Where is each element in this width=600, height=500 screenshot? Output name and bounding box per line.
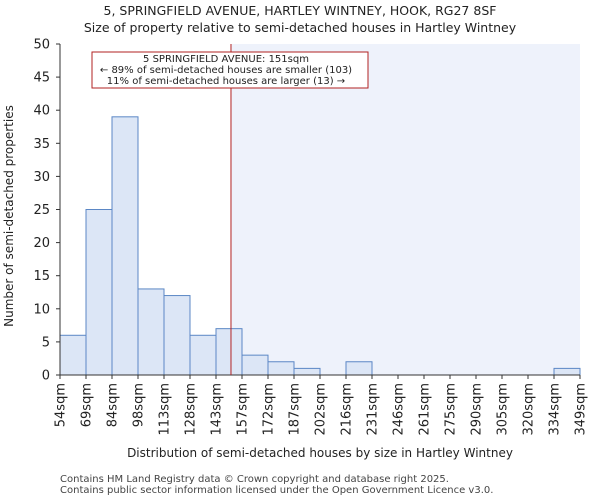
x-tick-label: 305sqm <box>496 383 511 436</box>
x-tick-label: 187sqm <box>288 383 303 436</box>
x-tick-label: 290sqm <box>470 383 485 436</box>
x-tick-label: 113sqm <box>158 383 173 436</box>
x-tick-label: 69sqm <box>80 383 95 427</box>
x-tick-label: 202sqm <box>314 383 329 436</box>
histogram-bar <box>241 354 269 376</box>
x-tick-label: 98sqm <box>132 383 147 427</box>
x-tick-label: 231sqm <box>366 383 381 436</box>
x-tick-label: 157sqm <box>236 383 251 436</box>
histogram-bar <box>553 367 581 376</box>
x-tick-label: 143sqm <box>210 383 225 436</box>
annotation-line: 11% of semi-detached houses are larger (… <box>107 76 345 87</box>
histogram-bar <box>293 367 321 376</box>
chart-title: 5, SPRINGFIELD AVENUE, HARTLEY WINTNEY, … <box>103 3 497 18</box>
annotation-box <box>91 51 369 89</box>
x-tick-label: 320sqm <box>522 383 537 436</box>
histogram-bar <box>85 209 113 376</box>
x-tick-label: 84sqm <box>106 383 121 427</box>
chart-subtitle: Size of property relative to semi-detach… <box>83 20 517 35</box>
x-tick-label: 216sqm <box>340 383 355 436</box>
y-tick-label: 45 <box>33 71 50 86</box>
x-tick-label: 128sqm <box>184 383 199 436</box>
histogram-bar <box>137 288 165 376</box>
y-tick-label: 25 <box>33 203 50 218</box>
y-axis-label: Number of semi-detached properties <box>2 105 16 327</box>
x-tick-label: 275sqm <box>444 383 459 436</box>
y-tick-label: 15 <box>33 269 50 284</box>
histogram-bar <box>189 334 217 376</box>
y-tick-label: 30 <box>33 170 50 185</box>
x-tick-label: 172sqm <box>262 383 277 436</box>
footer-attribution-2: Contains public sector information licen… <box>60 485 494 496</box>
x-tick-label: 261sqm <box>418 383 433 436</box>
y-tick-label: 10 <box>33 302 50 317</box>
x-axis-label: Distribution of semi-detached houses by … <box>127 446 513 460</box>
x-tick-label: 246sqm <box>392 383 407 436</box>
histogram-bar <box>59 334 87 376</box>
histogram-bar <box>345 361 373 376</box>
histogram-chart: 0 5 10 15 20 25 30 35 40 45 50 54sqm 69sqm 84sqm 98sqm… <box>2 38 589 461</box>
y-tick-label: 5 <box>42 335 50 350</box>
x-tick-label: 54sqm <box>54 383 69 427</box>
y-tick-label: 35 <box>33 137 50 152</box>
footer-attribution-1: Contains HM Land Registry data © Crown c… <box>60 474 449 485</box>
histogram-bar <box>215 328 243 376</box>
y-tick-label: 50 <box>33 38 50 53</box>
annotation-line: ← 89% of semi-detached houses are smalle… <box>100 65 352 76</box>
histogram-bar <box>111 116 139 376</box>
y-tick-label: 40 <box>33 104 50 119</box>
y-tick-label: 20 <box>33 236 50 251</box>
histogram-bar <box>267 361 295 376</box>
x-tick-label: 349sqm <box>574 383 589 436</box>
x-tick-label: 334sqm <box>548 383 563 436</box>
annotation-line: 5 SPRINGFIELD AVENUE: 151sqm <box>143 54 309 65</box>
y-tick-label: 0 <box>42 369 50 384</box>
histogram-bar <box>163 295 191 376</box>
larger-region-highlight <box>230 44 581 375</box>
